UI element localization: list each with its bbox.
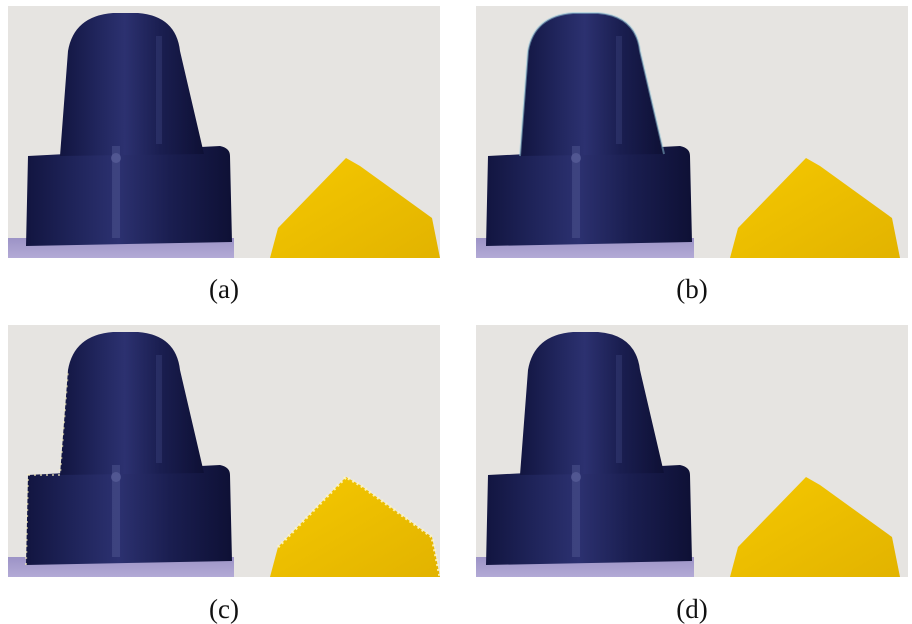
- crayon-photo-d: [476, 325, 900, 577]
- image-panel-a: [8, 6, 440, 258]
- crayon-photo-a: [8, 6, 440, 258]
- crayon-photo-c: [8, 325, 440, 577]
- image-panel-b: [476, 6, 908, 258]
- caption-c: (c): [209, 594, 239, 624]
- caption-d: (d): [676, 594, 708, 624]
- image-panel-d: [476, 325, 908, 577]
- caption-b: (b): [676, 274, 708, 304]
- crayon-photo-b: [476, 6, 900, 258]
- image-panel-c: [8, 325, 440, 577]
- caption-a: (a): [209, 274, 239, 304]
